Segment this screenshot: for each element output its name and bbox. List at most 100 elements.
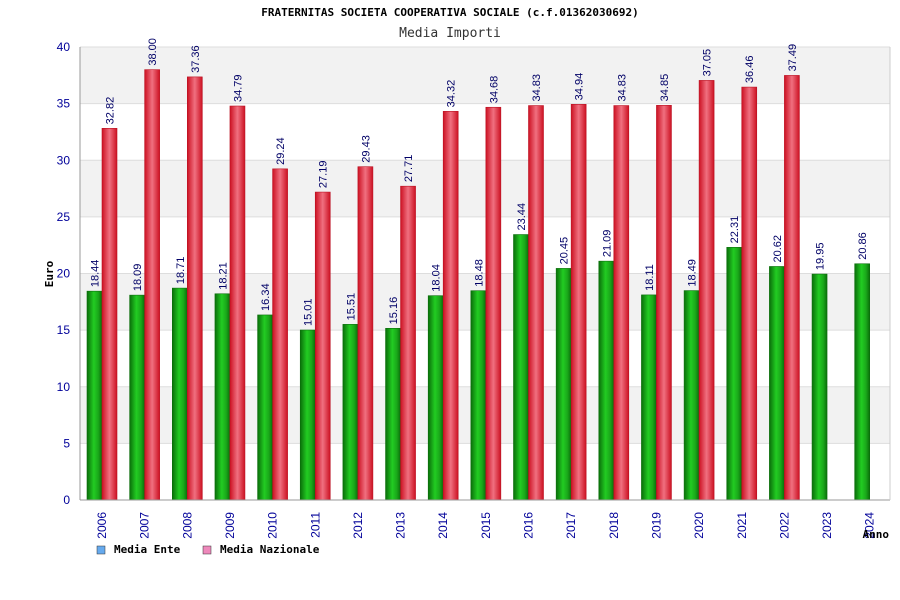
bar-media-ente <box>854 263 871 501</box>
data-label: 36.46 <box>744 56 756 84</box>
bar-media-ente <box>172 287 188 501</box>
bar-media-ente <box>385 328 401 501</box>
data-label: 18.04 <box>431 264 443 292</box>
x-tick-label: 2015 <box>479 512 493 539</box>
bar-media-ente <box>342 324 359 501</box>
bar-media-nazionale <box>485 106 502 501</box>
legend-label-media-nazionale: Media Nazionale <box>220 543 320 556</box>
data-label: 32.82 <box>105 97 117 125</box>
data-label: 29.24 <box>275 137 287 165</box>
bar-media-nazionale <box>442 111 459 501</box>
bar-media-nazionale <box>741 86 758 501</box>
data-label: 27.19 <box>318 161 330 189</box>
bar-media-ente <box>214 293 231 501</box>
y-tick-label: 10 <box>57 380 71 394</box>
x-tick-label: 2011 <box>308 512 322 538</box>
data-label: 20.86 <box>857 232 869 260</box>
x-tick-label: 2024 <box>863 512 877 539</box>
y-tick-label: 25 <box>57 210 71 224</box>
bar-media-nazionale <box>314 191 331 501</box>
data-label: 34.83 <box>616 74 628 102</box>
data-label: 34.68 <box>488 76 500 104</box>
x-tick-label: 2023 <box>820 512 834 539</box>
data-label: 21.09 <box>601 230 613 258</box>
x-tick-label: 2022 <box>777 512 791 539</box>
bar-media-ente <box>86 290 103 501</box>
data-label: 20.45 <box>559 237 571 265</box>
bar-media-nazionale <box>656 105 672 501</box>
data-label: 18.21 <box>217 262 229 290</box>
y-tick-label: 15 <box>57 323 71 337</box>
legend: Media Ente Media Nazionale <box>96 543 320 556</box>
bar-media-nazionale <box>144 69 160 501</box>
data-label: 16.34 <box>260 283 272 311</box>
bar-media-ente <box>641 294 657 501</box>
bar-media-nazionale <box>528 105 544 501</box>
bar-media-ente <box>555 268 572 501</box>
bar-media-nazionale <box>698 80 715 501</box>
x-tick-label: 2019 <box>649 512 663 539</box>
chart-subtitle: Media Importi <box>399 26 501 41</box>
y-tick-label: 5 <box>63 436 70 450</box>
x-axis-label: Anno <box>863 528 890 541</box>
y-tick-label: 20 <box>57 267 71 281</box>
bar-media-ente <box>470 290 487 501</box>
x-tick-label: 2021 <box>735 512 749 539</box>
bar-media-ente <box>513 234 529 501</box>
bar-media-nazionale <box>187 76 203 501</box>
data-label: 15.16 <box>388 297 400 325</box>
data-label: 15.01 <box>303 298 315 326</box>
data-label: 34.94 <box>574 73 586 101</box>
legend-swatch-media-ente <box>96 545 106 555</box>
bar-media-ente <box>427 295 444 501</box>
data-label: 18.48 <box>473 259 485 287</box>
bar-media-ente <box>598 260 615 501</box>
bar-media-nazionale <box>570 104 587 501</box>
bar-media-nazionale <box>400 185 416 501</box>
x-tick-label: 2012 <box>351 512 365 539</box>
x-tick-label: 2016 <box>522 512 536 539</box>
data-label: 29.43 <box>360 135 372 163</box>
x-tick-label: 2009 <box>223 512 237 539</box>
bar-media-nazionale <box>784 75 800 501</box>
data-label: 34.32 <box>446 80 458 108</box>
axes-group: 0 5 10 15 20 25 30 35 40 2006 2007 2008 2009 2010 2011… <box>57 40 891 539</box>
bar-media-ente <box>769 266 785 501</box>
data-label: 19.95 <box>815 243 827 271</box>
data-label: 38.00 <box>147 38 159 66</box>
x-tick-label: 2017 <box>564 512 578 539</box>
data-label: 34.85 <box>659 74 671 102</box>
chart-title: FRATERNITAS SOCIETA COOPERATIVA SOCIALE … <box>261 6 639 19</box>
y-tick-label: 40 <box>57 40 71 54</box>
y-tick-label: 35 <box>57 97 71 111</box>
data-label: 27.71 <box>403 155 415 183</box>
bar-media-nazionale <box>101 128 118 501</box>
data-label: 15.51 <box>345 293 357 321</box>
x-tick-label: 2010 <box>266 512 280 539</box>
data-label: 23.44 <box>516 203 528 231</box>
data-label: 18.09 <box>132 264 144 292</box>
data-label: 20.62 <box>772 235 784 263</box>
bar-media-ente <box>299 329 316 501</box>
data-label: 34.83 <box>531 74 543 102</box>
data-labels-group: 18.44 32.82 18.09 38.00 18.71 37.36 18.21 34.79… <box>90 38 870 326</box>
x-tick-label: 2018 <box>607 512 621 539</box>
bar-media-ente <box>129 294 145 501</box>
y-tick-label: 30 <box>57 153 71 167</box>
x-tick-label: 2008 <box>180 512 194 539</box>
data-label: 34.79 <box>232 74 244 102</box>
bar-media-ente <box>257 314 273 501</box>
bar-media-ente <box>811 273 828 501</box>
data-label: 22.31 <box>729 216 741 244</box>
data-label: 18.44 <box>90 260 102 288</box>
data-label: 37.49 <box>787 44 799 72</box>
x-tick-label: 2007 <box>138 512 152 539</box>
x-tick-label: 2020 <box>692 512 706 539</box>
bar-media-nazionale <box>272 168 288 501</box>
bar-media-ente <box>726 247 743 501</box>
data-label: 18.71 <box>175 257 187 285</box>
bar-media-nazionale <box>357 166 374 501</box>
data-label: 18.11 <box>644 264 656 291</box>
data-label: 37.05 <box>702 49 714 77</box>
